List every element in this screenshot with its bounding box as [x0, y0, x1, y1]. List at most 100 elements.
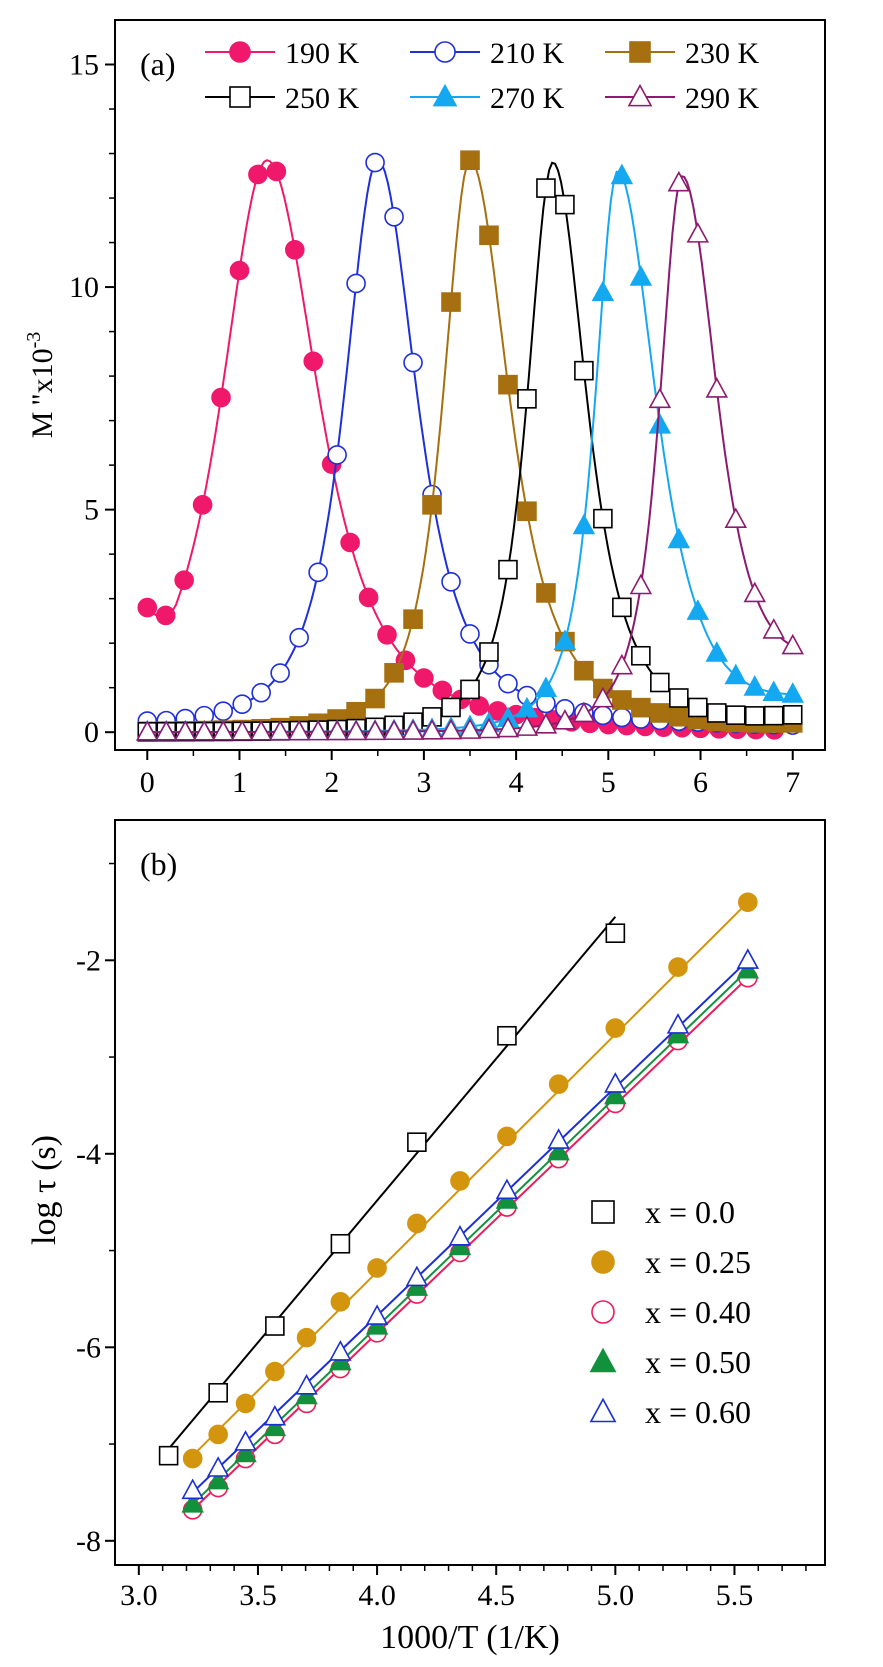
panel-a-point: [669, 688, 689, 708]
panel-a-legend-item: 250 K: [205, 82, 360, 115]
panel-b-point: [448, 1224, 472, 1246]
panel-b-point: [265, 1316, 285, 1336]
panel-b-point: [450, 1171, 470, 1191]
panel-b-legend: x = 0.0 x = 0.25 x = 0.40 x = 0.50 x = 0.60: [589, 1194, 751, 1430]
panel-b-point: [208, 1424, 228, 1445]
panel-a-point: [553, 629, 577, 651]
panel-a-point: [477, 717, 501, 739]
panel-b-legend-item: x = 0.50: [589, 1344, 751, 1380]
panel-a-legend-item: 230 K: [605, 37, 760, 70]
panel-a-point: [441, 571, 461, 592]
panel-a-point: [631, 645, 651, 666]
panel-b-point: [329, 1340, 352, 1361]
panel-b-point: [234, 1430, 257, 1451]
panel-a-point: [213, 701, 234, 721]
panel-b-point: [367, 1258, 387, 1278]
panel-b-series-4: [181, 948, 760, 1500]
panel-b-point: [234, 1441, 257, 1463]
panel-b-fit-line: [191, 901, 749, 1457]
panel-a-ylabel: M "x10-3: [23, 332, 59, 439]
panel-b-point: [330, 1233, 351, 1254]
panel-b-point: [738, 892, 758, 913]
panel-a-point: [458, 718, 482, 739]
panel-b-point: [158, 1445, 179, 1466]
panel-a-label: (a): [140, 46, 176, 82]
panel-b-label: (b): [140, 846, 177, 882]
panel-b-point: [365, 1304, 389, 1325]
panel-b-point: [547, 1139, 570, 1161]
panel-a-point: [517, 389, 537, 409]
panel-a-point: [686, 222, 710, 243]
panel-a-point: [211, 387, 231, 408]
panel-a-series-4: [136, 163, 804, 741]
panel-a-fit-line: [147, 175, 794, 734]
panel-b-xtick-label: 4.0: [358, 1579, 396, 1612]
panel-a-series-5: [136, 170, 804, 741]
panel-a-legend-marker: [627, 83, 653, 107]
panel-a-point: [441, 292, 461, 312]
panel-b-point: [666, 1013, 690, 1034]
panel-b-point: [235, 1393, 256, 1414]
panel-b-point: [295, 1373, 318, 1395]
panel-a-point: [439, 718, 463, 740]
panel-a-point: [479, 225, 499, 246]
panel-a-point: [515, 715, 539, 736]
panel-b-xtick-label: 3.0: [120, 1579, 158, 1612]
panel-a-point: [669, 706, 689, 727]
panel-b-ytick-label: -8: [76, 1525, 101, 1558]
panel-a-point: [610, 163, 634, 185]
panel-a-point: [629, 573, 653, 595]
panel-a-point: [650, 672, 670, 693]
panel-b-legend-label: x = 0.0: [645, 1194, 735, 1230]
panel-a-legend-item: 190 K: [205, 37, 360, 70]
panel-a-point: [363, 719, 387, 741]
panel-a-point: [667, 170, 691, 192]
panel-b-legend-marker: [589, 1397, 617, 1423]
panel-b-point: [206, 1456, 230, 1477]
panel-a-point: [631, 697, 651, 718]
panel-a-point: [192, 720, 216, 741]
panel-a-point: [229, 260, 250, 281]
panel-a-point: [136, 720, 159, 741]
panel-a-point: [340, 532, 360, 553]
panel-a-ylabel-mult: x10: [26, 348, 59, 393]
panel-a-point: [574, 360, 594, 381]
panel-b-point: [182, 1448, 203, 1469]
panel-a-point: [377, 625, 397, 645]
panel-a-point: [460, 679, 480, 700]
panel-a-point: [648, 413, 672, 434]
panel-a-point: [432, 680, 453, 701]
panel-a-point: [479, 642, 499, 662]
panel-a-legend-item: 290 K: [605, 82, 760, 115]
panel-a-point: [346, 273, 366, 294]
panel-a-point: [268, 719, 292, 741]
panel-a-point: [572, 513, 596, 535]
panel-a-point: [591, 686, 615, 708]
panel-a-point: [155, 720, 178, 741]
panel-a-point: [414, 668, 434, 688]
panel-a-ticks: 0 1 2 3 4 5 6 7 0 5 10 15: [69, 49, 800, 799]
panel-b-series-1: [182, 892, 758, 1469]
panel-a-xtick-label: 1: [232, 766, 247, 799]
panel-b-ytick-label: -2: [76, 944, 101, 977]
panel-a-point: [308, 562, 328, 583]
panel-a-xtick-label: 7: [785, 766, 800, 799]
panel-b-legend-marker: [589, 1347, 617, 1373]
panel-a-point: [287, 719, 311, 741]
panel-b-legend-label: x = 0.40: [645, 1294, 751, 1330]
panel-a-point: [593, 508, 613, 529]
panel-a-data: [136, 150, 804, 742]
panel-a-point: [724, 507, 748, 529]
panel-a-point: [688, 697, 708, 718]
panel-a-point: [285, 239, 305, 260]
panel-a-point: [591, 280, 615, 302]
panel-a-ytick-label: 15: [69, 49, 99, 82]
panel-a-xtick-label: 0: [140, 766, 155, 799]
panel-b-legend-marker: [591, 1250, 615, 1274]
panel-a-legend-marker: [432, 83, 458, 107]
panel-a-point: [384, 207, 404, 227]
panel-a-legend-label: 290 K: [685, 82, 760, 115]
panel-b-xtick-label: 5.0: [597, 1579, 635, 1612]
panel-a-point: [744, 706, 765, 726]
